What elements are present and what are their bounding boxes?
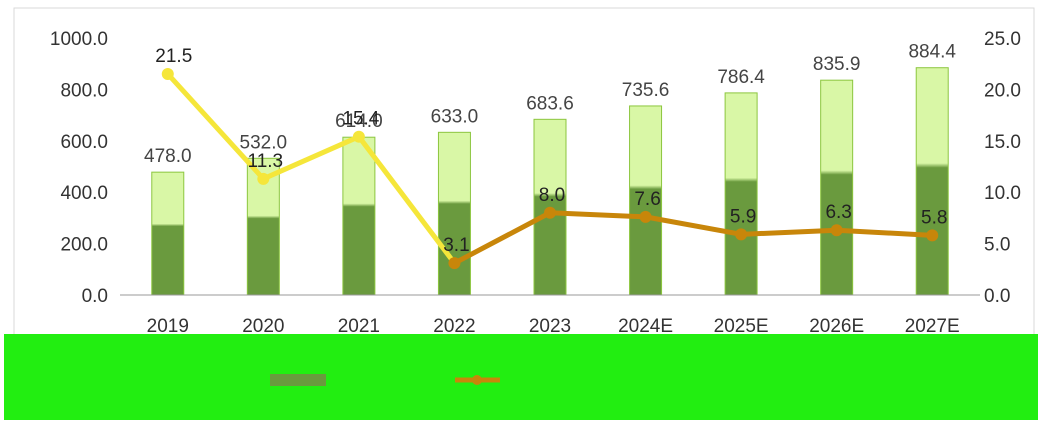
line-data-label: 21.5 bbox=[155, 46, 192, 67]
line-segment bbox=[643, 214, 744, 237]
line-segment bbox=[356, 134, 457, 266]
line-segment bbox=[451, 210, 553, 266]
right-axis-tick-label: 20.0 bbox=[984, 80, 1021, 101]
bar-series: 478.0 532.0 614.0 633.0 683.6 735.6 786.4 835.9… bbox=[144, 42, 956, 296]
bar bbox=[437, 131, 471, 296]
line-marker bbox=[448, 257, 461, 270]
x-axis-tick-label: 2024E bbox=[618, 316, 673, 337]
bar-data-label: 633.0 bbox=[431, 106, 479, 127]
left-axis-tick-label: 1000.0 bbox=[50, 29, 108, 50]
x-axis-tick-label: 2020 bbox=[242, 316, 284, 337]
left-axis-tick-label: 200.0 bbox=[60, 235, 108, 256]
bar bbox=[915, 67, 949, 296]
left-axis-tick-label: 800.0 bbox=[60, 80, 108, 101]
bar-data-label: 735.6 bbox=[622, 80, 670, 101]
left-axis-tick-label: 0.0 bbox=[82, 286, 108, 307]
line-data-label: 6.3 bbox=[825, 202, 851, 223]
line-segment bbox=[165, 71, 266, 182]
bar-data-label: 614.0 bbox=[335, 111, 383, 132]
x-axis-tick-label: 2019 bbox=[147, 316, 189, 337]
line-segment bbox=[738, 227, 840, 237]
bar-data-label: 683.6 bbox=[526, 93, 574, 114]
x-axis-tick-label: 2021 bbox=[338, 316, 380, 337]
legend-line-marker bbox=[472, 375, 482, 385]
x-axis-tick-label: 2025E bbox=[714, 316, 769, 337]
line-segment bbox=[834, 227, 935, 238]
legend bbox=[4, 334, 1038, 420]
line-data-label: 11.3 bbox=[248, 151, 284, 172]
x-axis-ticks: 2019 2020 2021 2022 2023 2024E 2025E 2026E 2027E bbox=[147, 316, 960, 337]
bar-data-label: 786.4 bbox=[717, 67, 765, 88]
line-marker bbox=[352, 130, 365, 143]
right-axis-tick-label: 5.0 bbox=[984, 235, 1010, 256]
line-marker bbox=[257, 172, 270, 185]
bar bbox=[342, 136, 376, 296]
x-axis-tick-label: 2023 bbox=[529, 316, 571, 337]
left-axis-tick-label: 400.0 bbox=[60, 183, 108, 204]
line-data-label: 15.4 bbox=[342, 109, 379, 130]
line-marker bbox=[544, 206, 556, 219]
line-marker bbox=[926, 229, 939, 242]
bar bbox=[629, 105, 663, 296]
x-axis-tick-label: 2026E bbox=[809, 316, 864, 337]
line-data-label: 5.8 bbox=[921, 207, 947, 228]
left-axis: 0.0 200.0 400.0 600.0 800.0 1000.0 bbox=[50, 29, 108, 307]
line-data-label: 8.0 bbox=[539, 185, 565, 206]
line-marker bbox=[830, 224, 843, 237]
line-segment bbox=[547, 210, 649, 220]
legend-band bbox=[4, 334, 1038, 420]
bar-data-label: 532.0 bbox=[240, 132, 288, 153]
legend-bar-swatch bbox=[270, 374, 326, 386]
left-axis-tick-label: 600.0 bbox=[60, 132, 108, 153]
line-data-label: 3.1 bbox=[443, 235, 469, 256]
bar bbox=[820, 79, 854, 296]
line-data-label: 5.9 bbox=[730, 206, 756, 227]
line-data-label: 7.6 bbox=[634, 189, 660, 210]
line-marker bbox=[161, 67, 174, 80]
right-axis-tick-label: 15.0 bbox=[984, 132, 1021, 153]
line-segment bbox=[260, 134, 362, 182]
right-axis-tick-label: 10.0 bbox=[984, 183, 1021, 204]
right-axis-tick-label: 0.0 bbox=[984, 286, 1010, 307]
line-series: 21.5 11.3 15.4 3.1 8.0 7.6 5.9 6.3 5.8 bbox=[155, 46, 947, 270]
line-marker bbox=[735, 228, 748, 241]
bar bbox=[724, 92, 758, 296]
right-axis: 0.0 5.0 10.0 15.0 20.0 25.0 bbox=[984, 29, 1021, 307]
x-axis-tick-label: 2022 bbox=[433, 316, 475, 337]
bar bbox=[151, 171, 185, 296]
bar-data-label: 478.0 bbox=[144, 146, 192, 167]
line-marker bbox=[639, 210, 652, 223]
right-axis-tick-label: 25.0 bbox=[984, 29, 1021, 50]
bar-data-label: 835.9 bbox=[813, 54, 861, 75]
bar-data-label: 884.4 bbox=[908, 42, 956, 63]
x-axis-tick-label: 2027E bbox=[905, 316, 960, 337]
